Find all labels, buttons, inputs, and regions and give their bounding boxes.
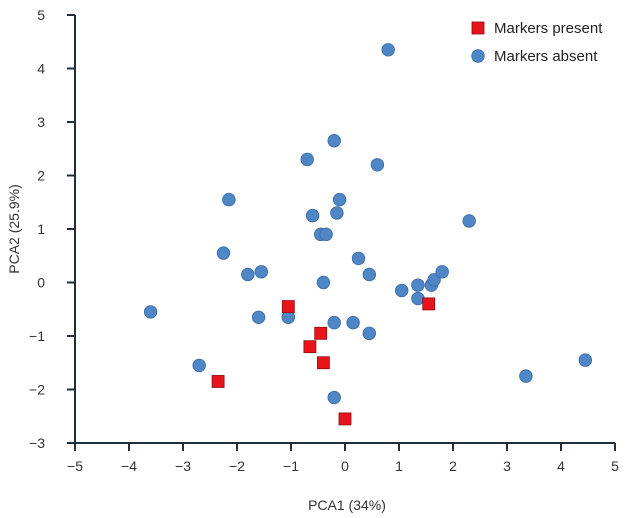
- marker-absent-point: [216, 246, 231, 260]
- marker-absent-point: [327, 134, 341, 148]
- marker-present-point: [281, 300, 295, 313]
- data-points: [143, 43, 593, 426]
- marker-absent-point: [330, 206, 344, 220]
- x-tick-label: −5: [67, 458, 83, 474]
- marker-absent-point: [411, 278, 425, 292]
- y-tick-label: −1: [29, 328, 45, 344]
- legend-label-present: Markers present: [494, 20, 603, 37]
- x-tick-label: 2: [449, 458, 457, 474]
- legend-label-absent: Markers absent: [494, 48, 598, 65]
- marker-absent-point: [395, 283, 409, 298]
- marker-absent-point: [332, 192, 347, 207]
- legend-marker-present-swatch: [471, 21, 485, 35]
- marker-present-point: [303, 340, 317, 354]
- y-tick-label: 2: [37, 168, 45, 184]
- marker-absent-point: [254, 265, 268, 279]
- y-tick-label: 5: [37, 7, 45, 23]
- legend: Markers present Markers absent: [471, 20, 603, 65]
- marker-present-point: [314, 326, 328, 340]
- y-tick-label: −3: [29, 435, 45, 451]
- marker-absent-point: [143, 305, 158, 319]
- y-tick-label: −2: [29, 382, 45, 398]
- x-tick-label: 3: [503, 458, 511, 474]
- x-axis-label: PCA1 (34%): [308, 497, 386, 513]
- x-tick-label: 4: [557, 458, 565, 474]
- marker-absent-point: [327, 315, 341, 330]
- x-tick-label: 5: [611, 458, 619, 474]
- marker-absent-point: [427, 273, 441, 287]
- marker-absent-point: [362, 267, 377, 282]
- y-tick-label: 0: [37, 275, 45, 291]
- marker-absent-point: [370, 158, 385, 172]
- marker-absent-point: [578, 353, 593, 367]
- marker-absent-point: [346, 315, 360, 330]
- marker-absent-point: [319, 227, 333, 242]
- marker-absent-point: [251, 310, 266, 324]
- x-tick-label: −4: [121, 458, 137, 474]
- marker-absent-point: [362, 326, 377, 341]
- y-tick-label: 3: [37, 114, 45, 130]
- x-tick-label: −2: [229, 458, 245, 474]
- x-tick-label: −1: [283, 458, 299, 474]
- marker-absent-point: [300, 152, 314, 167]
- y-tick-label: 4: [37, 61, 45, 77]
- marker-present-point: [316, 356, 330, 370]
- marker-absent-point: [435, 265, 449, 279]
- axes: 5 4 3 2 1 0 −1 −2 −3 −5 −4 −3 −2 −1 0 1 2 3 4 5: [29, 7, 619, 474]
- marker-absent-point: [351, 251, 366, 266]
- marker-absent-point: [222, 192, 236, 207]
- legend-marker-absent-swatch: [471, 49, 485, 63]
- y-axis-label: PCA2 (25.9%): [6, 184, 22, 273]
- marker-absent-point: [241, 267, 255, 282]
- marker-present-point: [422, 297, 436, 311]
- marker-absent-point: [305, 208, 320, 223]
- marker-absent-point: [192, 358, 206, 373]
- marker-absent-point: [519, 369, 533, 383]
- x-tick-label: 1: [395, 458, 403, 474]
- y-tick-label: 1: [37, 221, 45, 237]
- x-tick-label: 0: [341, 458, 349, 474]
- marker-absent-point: [381, 43, 395, 57]
- marker-absent-point: [462, 214, 476, 228]
- marker-absent-point: [327, 390, 341, 405]
- marker-absent-point: [316, 275, 331, 290]
- x-tick-label: −3: [175, 458, 191, 474]
- marker-present-point: [338, 412, 352, 426]
- marker-present-point: [211, 375, 225, 388]
